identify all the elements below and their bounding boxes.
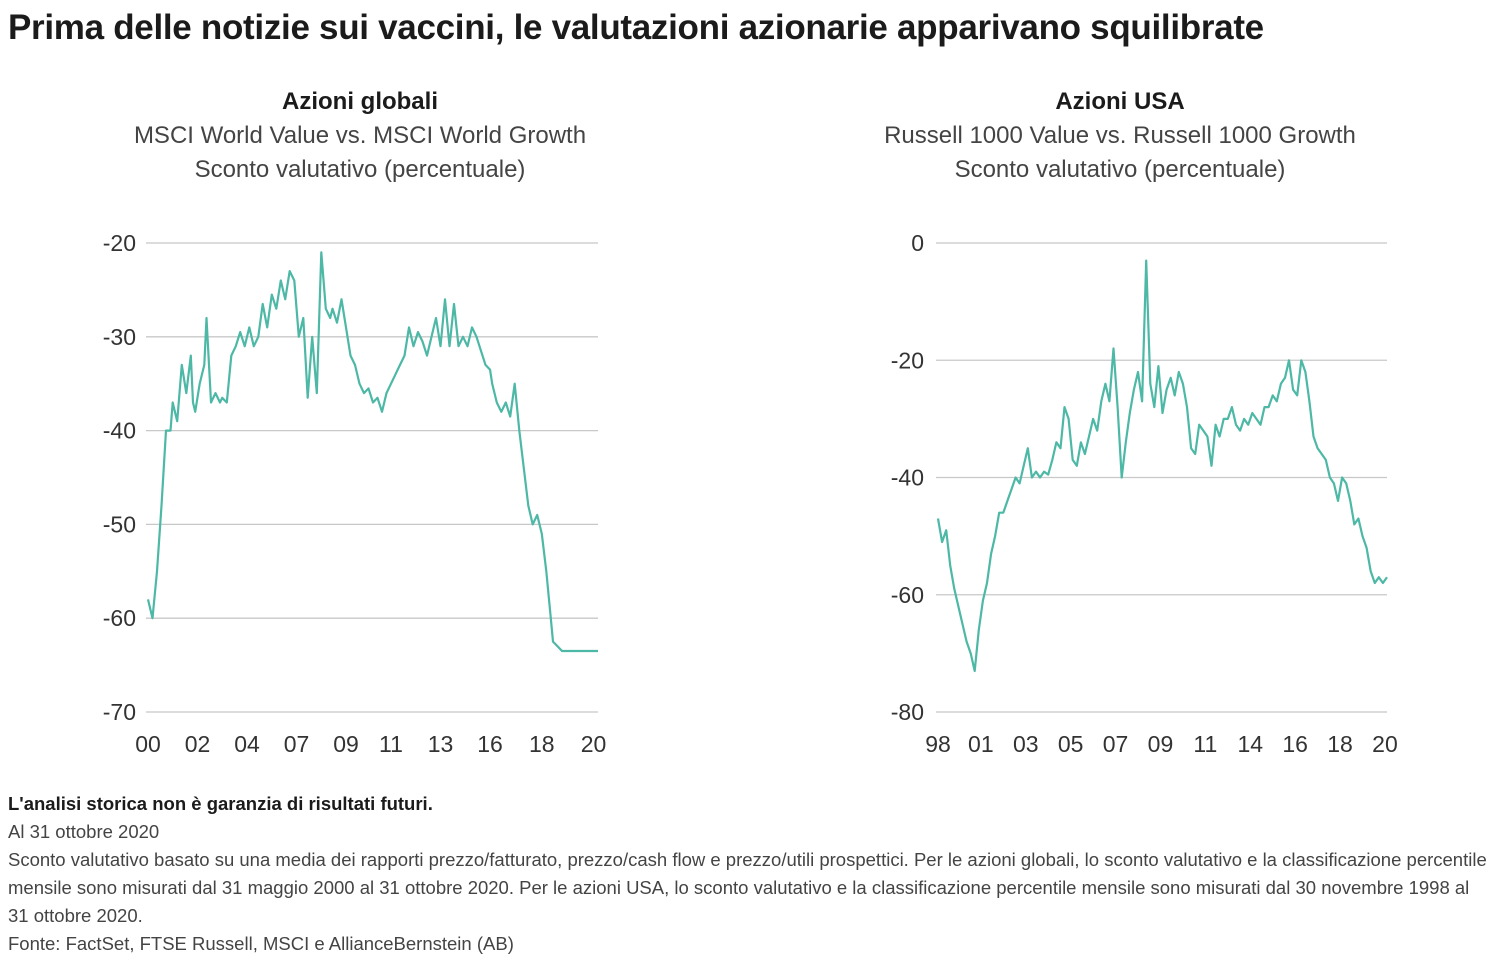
x-tick-label: 04 (234, 731, 260, 757)
x-tick-label: 98 (925, 731, 951, 757)
x-tick-label: 16 (1282, 731, 1308, 757)
x-tick-label: 13 (428, 731, 454, 757)
series-line (146, 251, 598, 653)
x-tick-label: 20 (1372, 731, 1398, 757)
y-tick-label: -30 (103, 324, 136, 350)
source-text: Fonte: FactSet, FTSE Russell, MSCI e All… (8, 933, 514, 954)
x-tick-label: 09 (333, 731, 359, 757)
x-tick-label: 01 (968, 731, 994, 757)
y-tick-label: -60 (891, 582, 924, 608)
x-tick-label: 11 (1193, 731, 1217, 757)
y-tick-label: -70 (103, 699, 136, 725)
chart-subtitle: MSCI World Value vs. MSCI World Growth (133, 122, 587, 149)
chart-global-equities: Azioni globali MSCI World Value vs. MSCI… (0, 85, 720, 765)
y-tick-label: -80 (891, 699, 924, 725)
x-tick-label: 20 (581, 731, 607, 757)
x-tick-label: 00 (135, 731, 161, 757)
chart-us-equities: Azioni USA Russell 1000 Value vs. Russel… (760, 85, 1480, 765)
y-tick-label: -20 (891, 347, 924, 373)
chart-plot-global: -20 -30 -40 -50 -60 -70 00 02 04 07 09 11 13 16 18 20 (103, 230, 607, 757)
page-title: Prima delle notizie sui vaccini, le valu… (8, 8, 1264, 47)
y-tick-label: -40 (103, 418, 136, 444)
x-tick-label: 11 (379, 731, 403, 757)
y-tick-label: 0 (911, 230, 924, 256)
chart-title: Azioni USA (1055, 88, 1185, 115)
y-tick-label: -20 (103, 230, 136, 256)
chart-subtitle: Russell 1000 Value vs. Russell 1000 Grow… (884, 122, 1356, 149)
date-text: Al 31 ottobre 2020 (8, 821, 160, 842)
chart-header: Azioni globali MSCI World Value vs. MSCI… (0, 85, 720, 187)
chart-subtitle-unit: Sconto valutativo (percentuale) (194, 156, 526, 183)
y-tick-label: -40 (891, 465, 924, 491)
x-tick-label: 16 (477, 731, 503, 757)
x-tick-label: 03 (1013, 731, 1039, 757)
chart-title: Azioni globali (282, 88, 438, 115)
y-tick-label: -60 (103, 605, 136, 631)
x-tick-label: 18 (1327, 731, 1353, 757)
chart-subtitle-unit: Sconto valutativo (percentuale) (954, 156, 1286, 183)
x-tick-label: 14 (1237, 731, 1263, 757)
x-tick-label: 02 (185, 731, 211, 757)
x-tick-label: 07 (284, 731, 310, 757)
x-tick-label: 09 (1148, 731, 1174, 757)
x-tick-label: 18 (529, 731, 555, 757)
chart-header: Azioni USA Russell 1000 Value vs. Russel… (760, 85, 1480, 187)
disclaimer-text: L'analisi storica non è garanzia di risu… (8, 793, 433, 814)
x-tick-label: 05 (1058, 731, 1084, 757)
footnotes: L'analisi storica non è garanzia di risu… (8, 790, 1488, 958)
series-line (936, 259, 1388, 673)
y-tick-label: -50 (103, 511, 136, 537)
x-tick-label: 07 (1103, 731, 1129, 757)
methodology-text: Sconto valutativo basato su una media de… (8, 849, 1487, 926)
